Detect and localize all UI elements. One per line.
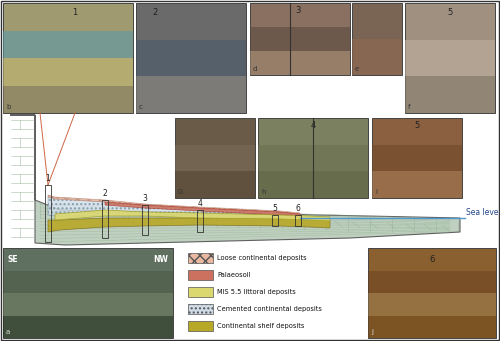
Bar (175, 171, 255, 198)
Bar (258, 145, 368, 171)
Polygon shape (48, 197, 300, 216)
Bar (3, 315, 173, 338)
Bar (405, 76, 495, 113)
Bar (405, 3, 495, 113)
Polygon shape (105, 202, 300, 217)
Polygon shape (55, 210, 330, 221)
Text: f: f (408, 104, 410, 110)
Text: 2: 2 (102, 189, 108, 198)
Text: i: i (375, 189, 377, 195)
Text: 6: 6 (296, 204, 300, 213)
Bar (250, 51, 350, 75)
Text: SE: SE (8, 255, 18, 264)
Text: NW: NW (153, 255, 168, 264)
Text: Palaeosoil: Palaeosoil (217, 272, 250, 278)
Bar (272, 215, 278, 226)
Bar (368, 315, 496, 338)
Polygon shape (48, 195, 300, 215)
Bar (188, 304, 213, 314)
Text: G: G (178, 189, 184, 195)
Bar (3, 86, 133, 113)
Bar (352, 3, 402, 75)
Bar (136, 76, 246, 113)
Bar (405, 40, 495, 76)
Bar (3, 293, 173, 315)
Bar (258, 171, 368, 198)
Bar (258, 118, 368, 198)
Text: 5: 5 (272, 204, 278, 213)
Text: j: j (371, 329, 373, 335)
Bar (102, 200, 108, 238)
Bar (372, 145, 462, 171)
Bar (352, 39, 402, 75)
Text: d: d (253, 66, 258, 72)
Text: 2: 2 (152, 8, 158, 17)
Bar (188, 270, 213, 280)
Text: Loose continental deposits: Loose continental deposits (217, 255, 306, 261)
Text: 1: 1 (46, 174, 51, 183)
Bar (3, 30, 133, 58)
Bar (136, 3, 246, 113)
Text: 4: 4 (198, 199, 202, 208)
Text: Continental shelf deposits: Continental shelf deposits (217, 323, 304, 329)
Bar (142, 205, 148, 235)
Bar (250, 27, 350, 51)
Bar (188, 321, 213, 331)
Bar (368, 270, 496, 293)
Bar (188, 287, 213, 297)
Bar (3, 270, 173, 293)
Polygon shape (48, 218, 330, 232)
Text: Sea level: Sea level (466, 208, 500, 217)
Bar (372, 171, 462, 198)
Bar (175, 118, 255, 198)
Text: h: h (261, 189, 266, 195)
Bar (188, 253, 213, 263)
Bar (3, 248, 173, 338)
Text: 3: 3 (296, 6, 300, 15)
Bar (3, 3, 133, 113)
Text: 5: 5 (414, 121, 420, 130)
Bar (3, 58, 133, 86)
Bar (368, 293, 496, 315)
Bar (136, 40, 246, 76)
Bar (45, 185, 51, 242)
Text: b: b (6, 104, 10, 110)
Bar (295, 215, 301, 226)
Bar (372, 118, 462, 198)
Text: 6: 6 (430, 255, 434, 264)
Text: MIS 5.5 littoral deposits: MIS 5.5 littoral deposits (217, 289, 296, 295)
Bar (175, 145, 255, 171)
Bar (250, 3, 350, 75)
Text: Cemented continental deposits: Cemented continental deposits (217, 306, 322, 312)
Bar (197, 210, 203, 232)
Text: e: e (355, 66, 359, 72)
Polygon shape (10, 115, 460, 245)
Text: 1: 1 (72, 8, 78, 17)
Text: 4: 4 (310, 121, 316, 130)
Text: a: a (6, 329, 10, 335)
Bar (368, 248, 496, 338)
Text: c: c (139, 104, 143, 110)
Text: 5: 5 (448, 8, 452, 17)
Text: 3: 3 (142, 194, 148, 203)
